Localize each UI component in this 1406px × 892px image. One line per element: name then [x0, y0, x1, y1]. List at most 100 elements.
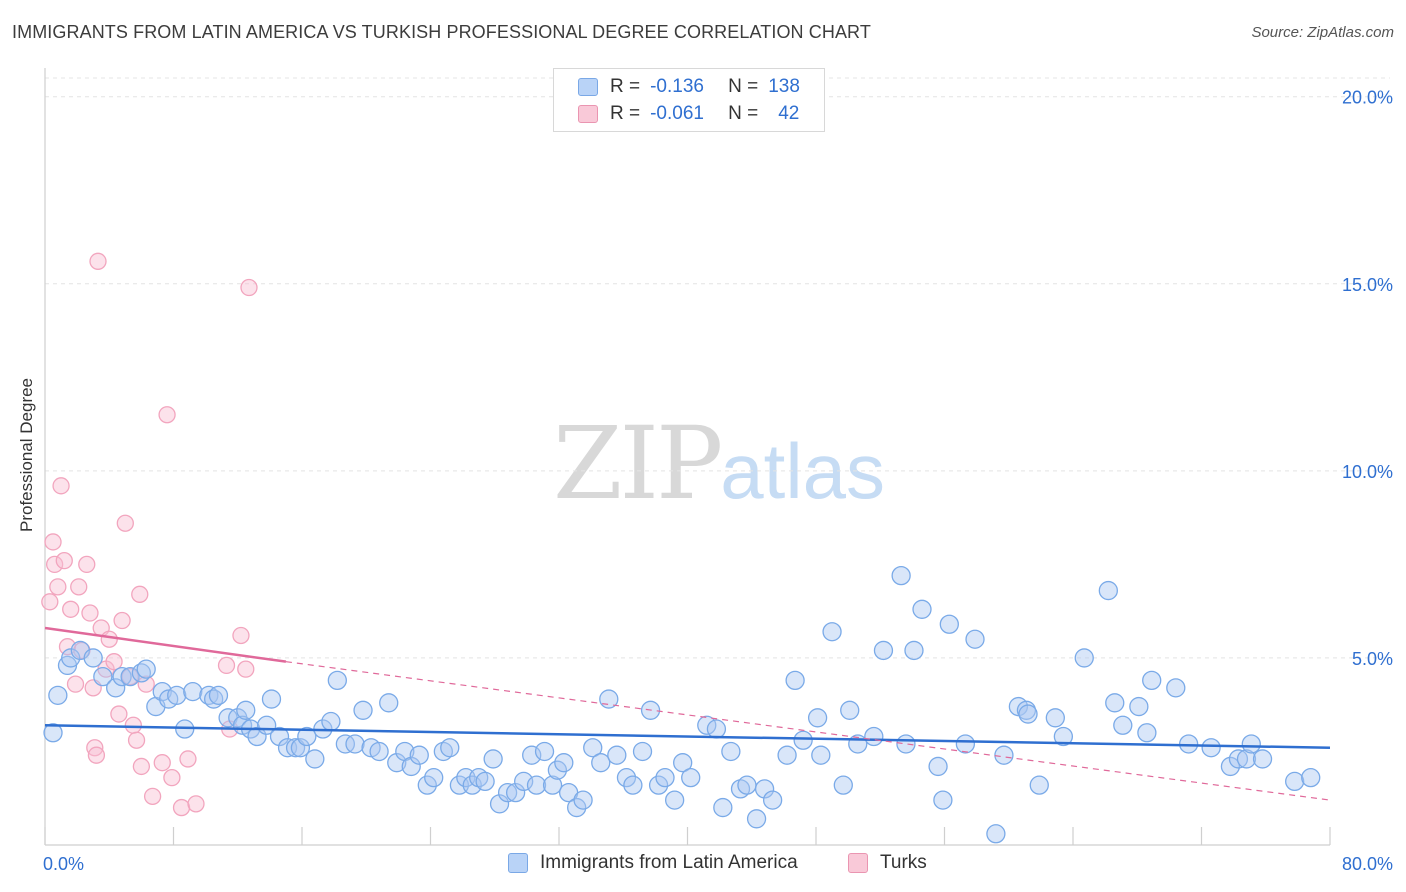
legend-label: Turks: [880, 852, 927, 873]
data-point-latin-america: [1018, 704, 1038, 724]
data-point-latin-america: [1241, 734, 1261, 754]
data-point-latin-america: [785, 670, 805, 691]
legend-swatch-pink: [578, 105, 598, 123]
data-point-latin-america: [1228, 749, 1249, 769]
tick-labels: 5.0% 10.0% 15.0% 20.0% 0.0% 80.0%: [43, 88, 1393, 874]
data-point-latin-america: [713, 797, 733, 818]
data-point-latin-america: [1236, 749, 1257, 769]
watermark-zip: ZIP: [553, 405, 723, 522]
legend-swatch-blue: [508, 853, 528, 873]
data-point-latin-america: [777, 745, 797, 765]
data-point-latin-america: [43, 723, 63, 743]
data-point-turks: [131, 585, 149, 603]
data-point-latin-america: [567, 797, 587, 818]
data-point-latin-america: [534, 741, 555, 762]
data-point-latin-america: [554, 753, 574, 773]
data-point-latin-america: [1098, 580, 1118, 601]
watermark-atlas: atlas: [720, 427, 886, 515]
data-point-latin-america: [1029, 775, 1049, 795]
data-point-latin-america: [994, 745, 1014, 765]
legend-r-value: -0.136: [650, 76, 704, 97]
data-point-turks: [158, 406, 176, 424]
data-point-latin-america: [591, 753, 611, 773]
data-point-latin-america: [912, 599, 932, 619]
data-point-latin-america: [873, 640, 894, 661]
data-point-latin-america: [721, 741, 741, 762]
data-point-turks: [78, 555, 96, 574]
legend-item-turks[interactable]: Turks: [848, 852, 927, 874]
x-tick-label: 0.0%: [43, 854, 84, 874]
x-tick-label: 80.0%: [1342, 854, 1393, 874]
trend-lines: [44, 626, 1331, 801]
data-point-latin-america: [1166, 678, 1186, 698]
correlation-legend: R = -0.136 N = 138 R = -0.061 N = 42: [553, 68, 825, 132]
legend-label: Immigrants from Latin America: [540, 852, 798, 873]
data-point-turks: [127, 731, 146, 749]
legend-r-label: R =: [610, 103, 641, 124]
data-point-latin-america: [208, 685, 229, 705]
data-point-latin-america: [475, 771, 495, 792]
data-point-latin-america: [928, 756, 948, 777]
data-point-latin-america: [746, 809, 767, 829]
data-point-turks: [44, 533, 62, 551]
data-point-latin-america: [152, 681, 172, 702]
data-point-latin-america: [269, 726, 290, 747]
data-point-latin-america: [1201, 738, 1221, 758]
series-turks-points: [41, 252, 258, 817]
data-point-turks: [70, 578, 88, 596]
data-point-latin-america: [48, 685, 68, 705]
source-label: Source: ZipAtlas.com: [1251, 24, 1394, 41]
data-point-latin-america: [632, 741, 653, 762]
data-point-latin-america: [762, 790, 783, 810]
data-point-latin-america: [120, 666, 140, 687]
trend-line-latin-america: [44, 724, 1331, 749]
legend-n-label: N =: [728, 76, 759, 97]
data-point-latin-america: [807, 708, 828, 728]
data-point-latin-america: [623, 775, 643, 795]
data-point-latin-america: [616, 768, 637, 788]
y-tick-label: 5.0%: [1352, 649, 1393, 669]
data-point-turks: [163, 769, 181, 787]
data-point-latin-america: [440, 738, 460, 758]
data-point-latin-america: [737, 775, 757, 795]
data-point-latin-america: [1301, 768, 1321, 788]
data-point-latin-america: [697, 715, 717, 735]
data-point-latin-america: [401, 756, 421, 777]
data-point-turks: [179, 750, 197, 768]
data-point-latin-america: [1105, 693, 1125, 713]
data-point-latin-america: [547, 760, 568, 780]
data-point-turks: [100, 630, 118, 648]
legend-n-value: 138: [768, 76, 800, 97]
data-point-latin-america: [542, 775, 563, 795]
trend-line-turks: [44, 626, 287, 663]
data-point-latin-america: [1113, 715, 1133, 735]
legend-r-label: R =: [610, 76, 641, 97]
data-point-latin-america: [1045, 708, 1065, 728]
data-point-turks: [137, 675, 155, 693]
data-point-latin-america: [136, 659, 156, 679]
legend-item-latin-america[interactable]: Immigrants from Latin America: [508, 852, 798, 874]
data-point-turks: [143, 787, 162, 806]
data-point-latin-america: [891, 565, 911, 586]
data-point-latin-america: [483, 749, 503, 769]
data-point-turks: [187, 795, 205, 813]
data-point-latin-america: [1142, 670, 1162, 691]
data-point-turks: [240, 278, 258, 297]
legend-row-latin-america: R = -0.136 N = 138: [554, 73, 800, 101]
watermark: ZIPatlas: [553, 405, 885, 522]
data-point-turks: [217, 656, 236, 675]
data-point-latin-america: [840, 700, 860, 720]
data-point-latin-america: [1137, 723, 1157, 743]
data-point-latin-america: [236, 700, 256, 720]
data-point-latin-america: [955, 734, 976, 754]
data-point-latin-america: [261, 689, 282, 709]
axes: [44, 68, 1331, 846]
data-point-latin-america: [1252, 749, 1273, 769]
data-point-latin-america: [607, 745, 627, 765]
data-point-latin-america: [793, 730, 813, 750]
data-point-latin-america: [822, 622, 842, 642]
data-point-latin-america: [706, 719, 727, 739]
data-point-latin-america: [379, 693, 399, 713]
data-point-turks: [110, 705, 128, 723]
data-point-turks: [45, 555, 64, 574]
